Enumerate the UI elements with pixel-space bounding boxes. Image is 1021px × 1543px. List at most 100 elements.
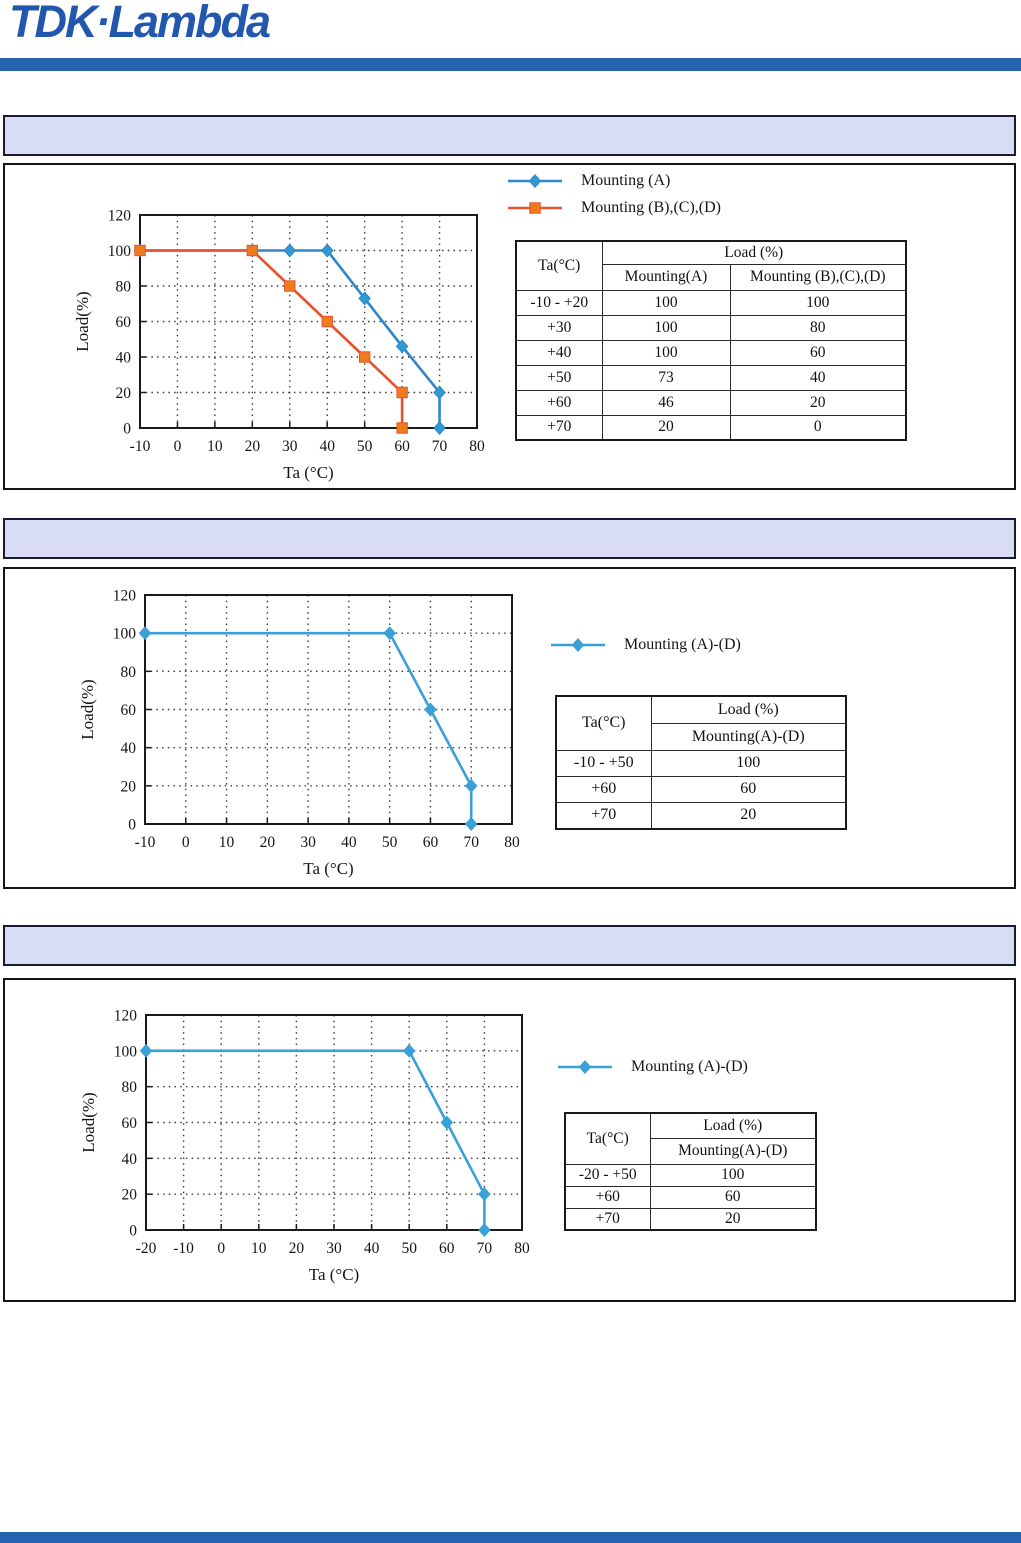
- x-tick-label: 10: [251, 1240, 267, 1257]
- section3-header-bar: [3, 925, 1016, 966]
- table-row: -10 - +20 100 100: [515, 289, 907, 316]
- x-tick-label: 40: [319, 438, 335, 455]
- table-load-cell: 100: [649, 1163, 817, 1187]
- table-ta-cell: +30: [515, 314, 603, 341]
- y-tick-label: 0: [128, 817, 136, 834]
- table-header-row: Ta(°C) Load (%): [515, 240, 907, 291]
- table-load-cell: 100: [601, 289, 731, 316]
- table-corner-header-cell: Ta(°C): [564, 1112, 651, 1165]
- data-point-diamond-marker: [139, 1043, 153, 1058]
- table-ta-cell: +50: [515, 364, 603, 391]
- table-row: -20 - +50 100: [564, 1163, 817, 1187]
- table-group-header-cell: Load (%): [601, 240, 907, 265]
- table-load-cell: 100: [650, 749, 847, 777]
- tdk-lambda-logo: TDK·Lambda: [9, 0, 271, 47]
- table-column-header-cell: Mounting(A)-(D): [649, 1137, 817, 1165]
- x-tick-label: -20: [136, 1240, 157, 1257]
- table-row: +60 60: [564, 1185, 817, 1209]
- data-point-diamond-marker: [424, 702, 437, 717]
- data-point-diamond-marker: [320, 243, 334, 258]
- table-load-cell: 100: [601, 339, 731, 366]
- table-load-cell: 20: [601, 414, 731, 441]
- x-tick-label: 80: [514, 1240, 530, 1257]
- table-subheader-row: Mounting(A)-(D): [565, 1137, 817, 1165]
- data-point-square-marker: [529, 202, 541, 214]
- legend-label: Mounting (A): [581, 172, 671, 189]
- x-tick-label: 40: [341, 834, 357, 851]
- y-axis-title: Load(%): [73, 291, 92, 351]
- y-tick-label: 20: [121, 778, 137, 795]
- table-load-cell: 20: [650, 802, 847, 830]
- y-tick-label: 80: [116, 279, 132, 296]
- x-tick-label: 60: [394, 438, 410, 455]
- legend-item: Mounting (A)-(D): [557, 1057, 748, 1077]
- derating-table-2: Ta(°C) Load (%) Mounting(A)-(D) -10 - +50 10…: [555, 695, 847, 830]
- y-tick-label: 80: [121, 664, 137, 681]
- x-tick-label: 10: [219, 834, 235, 851]
- data-point-square-marker: [396, 386, 408, 399]
- table-load-cell: 60: [650, 775, 847, 804]
- data-point-square-marker: [284, 280, 296, 292]
- section2-header-bar: [3, 518, 1016, 559]
- y-tick-label: 0: [123, 421, 131, 438]
- table-load-cell: 20: [729, 389, 907, 416]
- section1-header-bar: [3, 115, 1016, 156]
- section1-content-box: -10 0 10 20 30 40 50 60 70 80 0 20 40 60 80 100 120 Ta (°…: [3, 163, 1016, 490]
- x-tick-label: 60: [423, 834, 439, 851]
- data-point-diamond-marker: [528, 174, 542, 188]
- y-tick-label: 20: [122, 1187, 138, 1204]
- data-point-square-marker: [358, 351, 371, 363]
- table-load-cell: 73: [601, 364, 731, 391]
- x-tick-label: 50: [357, 438, 373, 455]
- y-tick-label: 120: [113, 588, 137, 605]
- y-tick-label: 40: [116, 350, 132, 367]
- table-row: +60 60: [555, 775, 847, 804]
- table-row: +50 73 40: [515, 364, 907, 391]
- x-tick-label: 50: [401, 1240, 417, 1257]
- legend-marker-swatch: [508, 202, 562, 214]
- table-ta-cell: +70: [515, 414, 603, 441]
- data-point-diamond-marker: [433, 385, 446, 400]
- legend-item: Mounting (B),(C),(D): [507, 198, 721, 218]
- table-header-row: Ta(°C) Load (%): [555, 695, 847, 751]
- table-load-cell: 100: [729, 289, 907, 316]
- table-load-cell: 80: [729, 314, 907, 341]
- table-load-cell: 0: [729, 414, 907, 441]
- table-ta-cell: +60: [515, 389, 603, 416]
- data-point-diamond-marker: [283, 243, 297, 258]
- x-tick-label: 20: [260, 834, 276, 851]
- x-tick-label: 70: [463, 834, 479, 851]
- table-load-cell: 100: [601, 314, 731, 341]
- table-header-row: Ta(°C) Load (%): [564, 1112, 817, 1165]
- table-load-cell: 46: [601, 389, 731, 416]
- section3-content-box: -20 -10 0 10 20 30 40 50 60 70 80 0 20 40 60 80 100 120 Ta…: [3, 978, 1016, 1302]
- y-tick-label: 60: [122, 1115, 138, 1132]
- series-line: [146, 1049, 486, 1230]
- table-column-header-cell: Mounting (B),(C),(D): [729, 263, 907, 291]
- data-point-diamond-marker: [571, 638, 585, 652]
- footer-rule-bar: [0, 1532, 1021, 1543]
- data-point-diamond-marker: [578, 1060, 592, 1074]
- table-row: -10 - +50 100: [555, 749, 847, 777]
- data-point-diamond-marker: [383, 626, 396, 641]
- data-point-square-marker: [396, 422, 408, 434]
- table-load-cell: 60: [649, 1185, 817, 1209]
- data-point-diamond-marker: [402, 1043, 416, 1058]
- table-group-header-cell: Load (%): [649, 1112, 817, 1139]
- y-tick-label: 40: [121, 740, 137, 757]
- data-point-square-marker: [134, 244, 146, 257]
- data-point-diamond-marker: [464, 817, 478, 831]
- table-ta-cell: +70: [564, 1207, 651, 1231]
- table-row: +70 20 0: [515, 414, 907, 441]
- x-tick-label: 70: [432, 438, 448, 455]
- y-tick-label: 100: [108, 243, 132, 260]
- table-load-cell: 60: [729, 339, 907, 366]
- y-tick-label: 100: [114, 1043, 138, 1060]
- y-tick-label: 60: [116, 314, 132, 331]
- table-corner-header-cell: Ta(°C): [555, 695, 652, 751]
- x-tick-label: 30: [282, 438, 298, 455]
- table-row: +40 100 60: [515, 339, 907, 366]
- derating-table-1: Ta(°C) Load (%) Mounting(A) Mounting (B),(C…: [515, 240, 907, 441]
- y-tick-label: 100: [113, 626, 137, 643]
